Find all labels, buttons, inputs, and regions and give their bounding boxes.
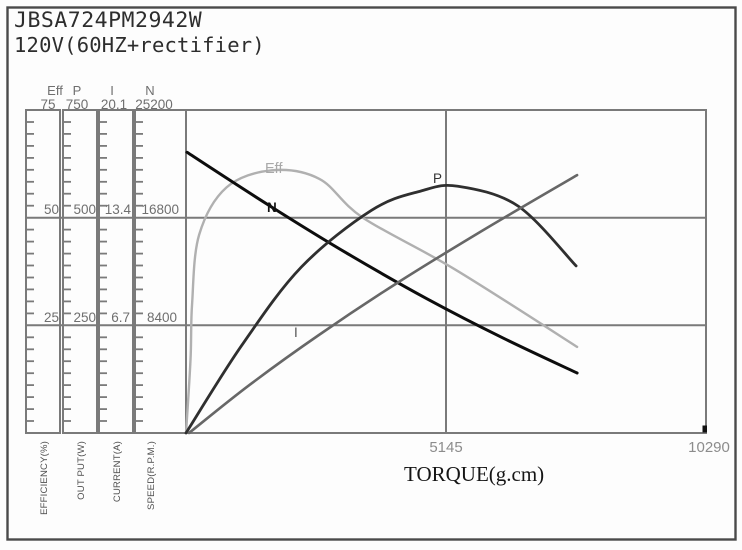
eff-low-value: 25 [44,310,59,325]
n-curve [185,150,579,375]
power-max-value: 750 [66,97,89,112]
current-max-value: 20.1 [101,97,127,112]
i-curve [187,173,579,435]
power-curve-label: P [433,171,442,186]
power-mid-value: 500 [73,202,96,217]
axis-end-tick [702,425,707,433]
efficiency-unit-label: EFFICIENCY(%) [39,441,50,515]
outer-border [6,6,737,541]
current-axis-header: I [110,83,114,98]
torque-axis-label: TORQUE(g.cm) [404,462,544,486]
current-unit-label: CURRENT(A) [112,441,123,502]
eff-mid-value: 50 [44,202,59,217]
performance-curves [184,150,579,435]
speed-curve-label: N [267,200,277,215]
eff-axis-header: Eff [47,83,63,98]
speed-low-value: 8400 [147,310,177,325]
speed-unit-label: SPEED(R.P.M.) [146,441,157,510]
torque-tick-5145: 5145 [429,439,462,456]
torque-tick-10290: 10290 [688,439,730,456]
current-curve-label: I [294,325,298,340]
power-low-value: 250 [73,310,96,325]
output-axis-column [62,109,98,434]
current-mid-value: 13.4 [105,202,132,217]
current-low-value: 6.7 [111,310,130,325]
current-axis-column [98,109,134,434]
eff-curve [184,168,579,435]
power-axis-header: P [73,83,82,98]
p-curve [184,183,578,435]
efficiency-axis-column [25,109,61,434]
chart-titles: JBSA724PM2942W 120V(60HZ+rectifier) [14,8,265,58]
axis-columns [25,109,707,434]
model-number-title: JBSA724PM2942W [14,8,203,33]
speed-axis-header: N [145,83,154,98]
voltage-subtitle: 120V(60HZ+rectifier) [14,33,265,58]
speed-max-value: 25200 [135,97,173,112]
axis-minor-ticks [27,121,143,422]
eff-curve-label: Eff [265,161,283,177]
eff-max-value: 75 [40,97,55,112]
output-unit-label: OUT PUT(W) [76,441,87,500]
speed-mid-value: 16800 [141,202,179,217]
